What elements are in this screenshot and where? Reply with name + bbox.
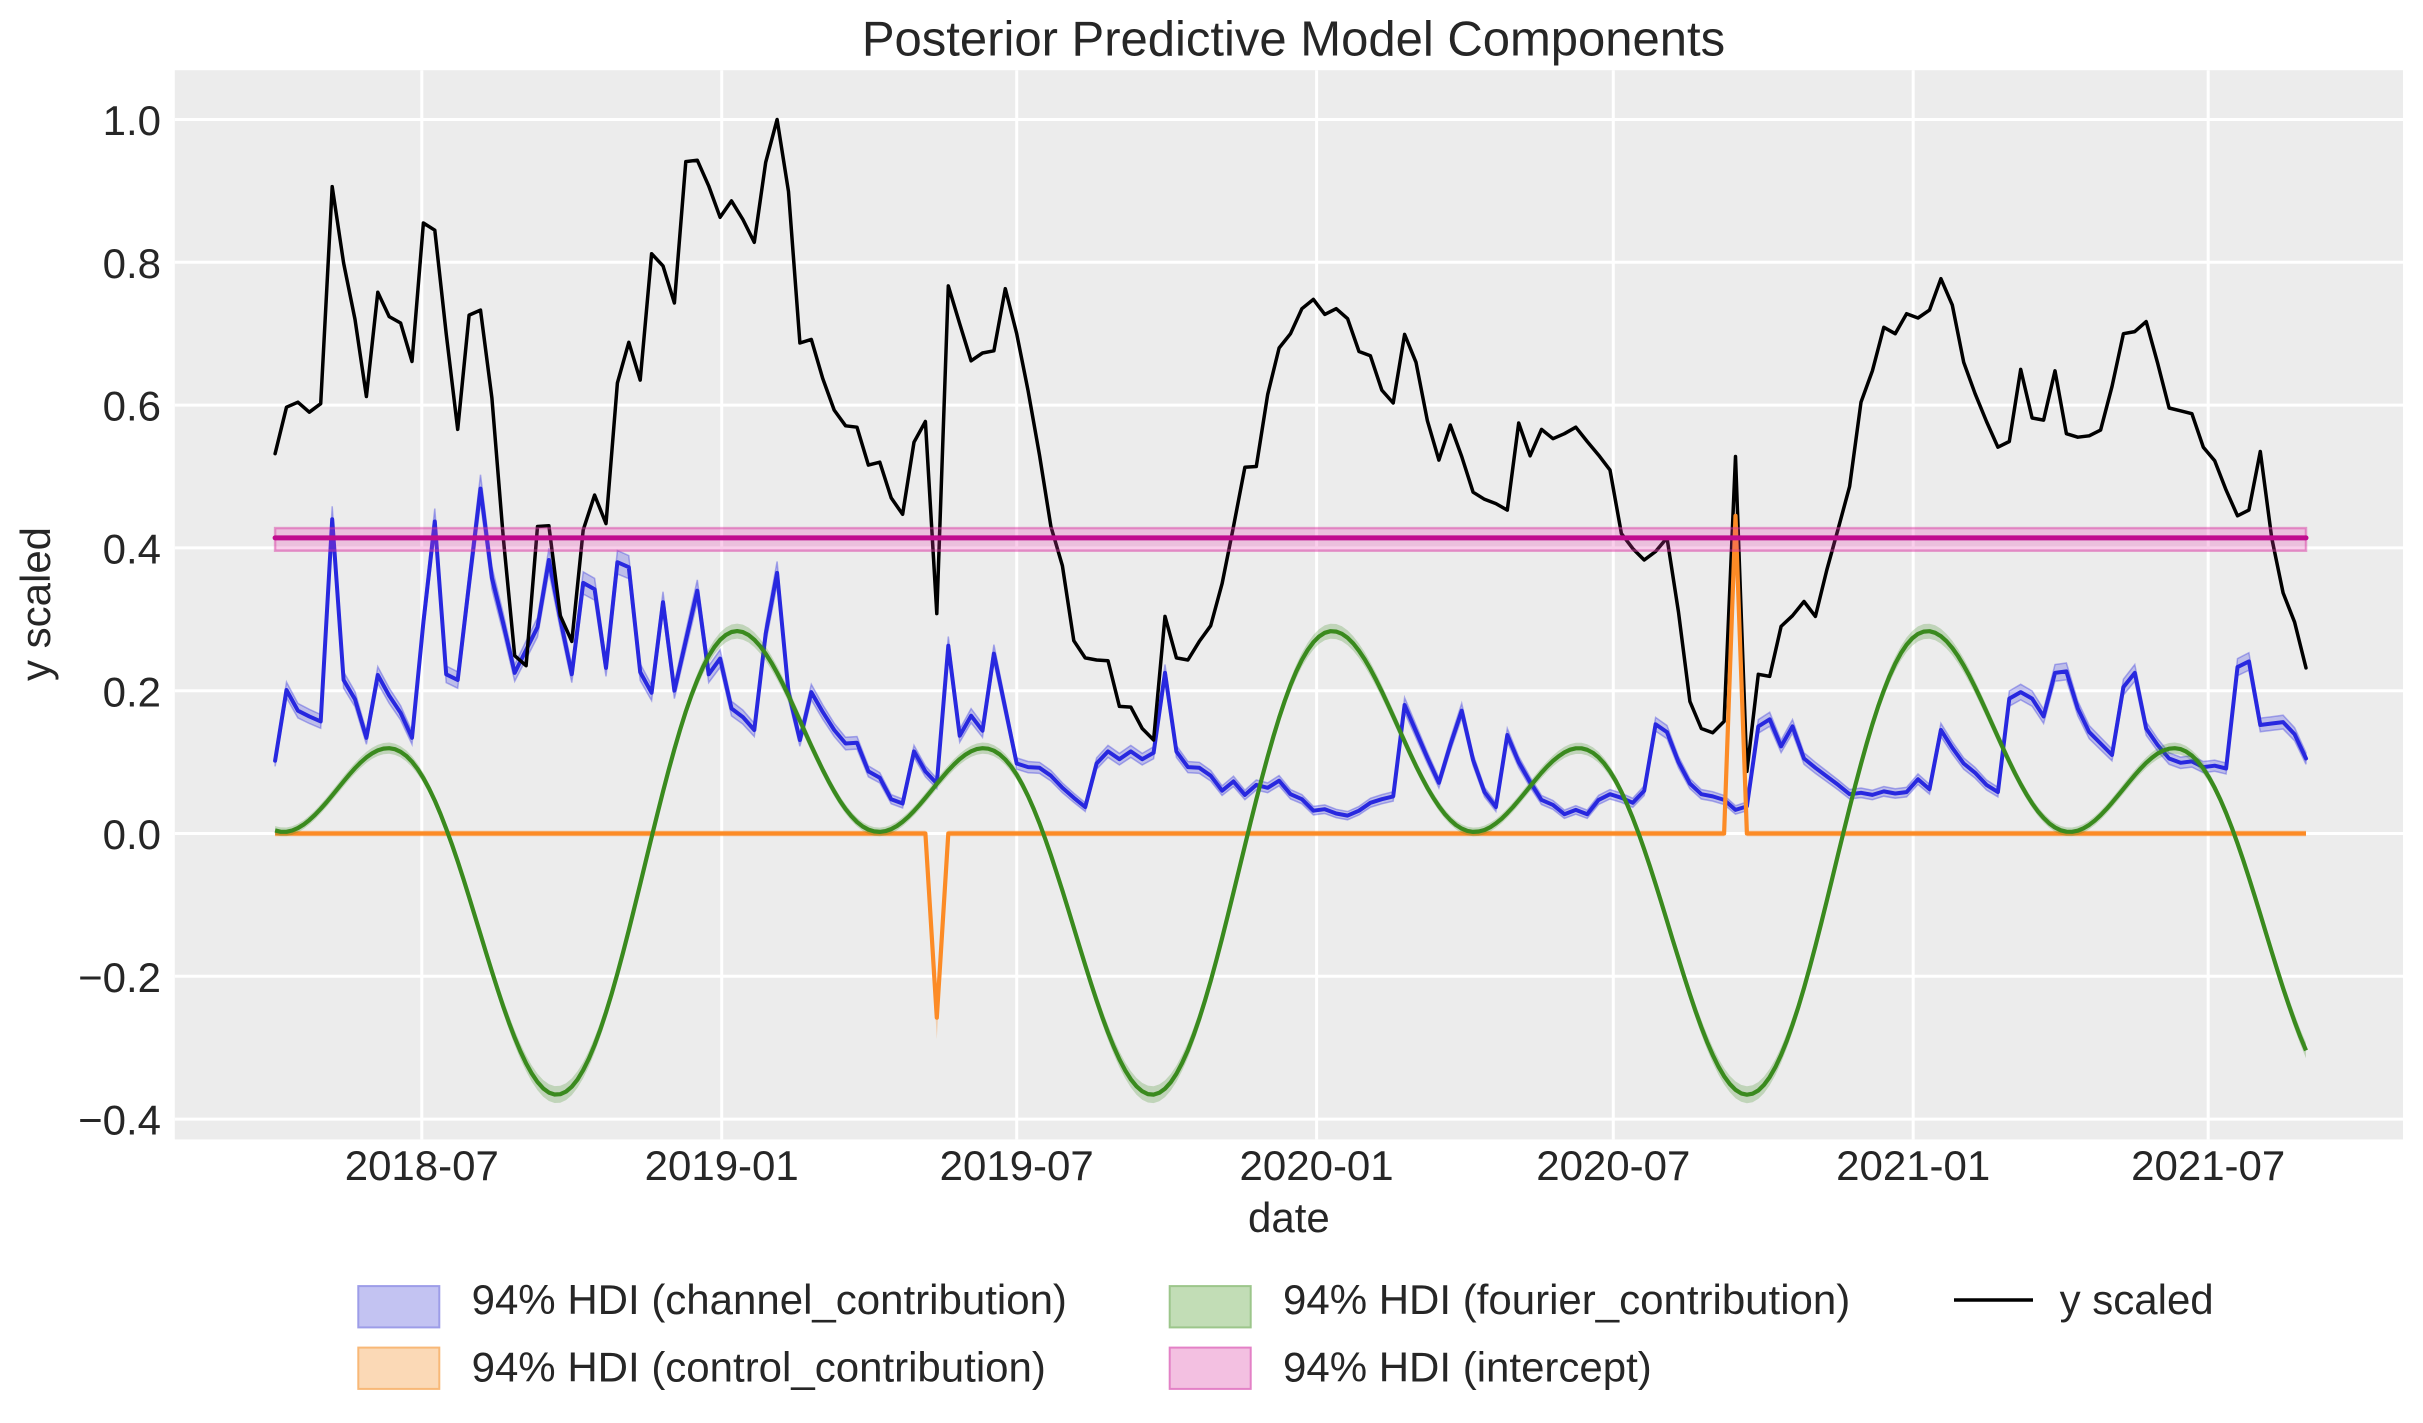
svg-text:0.0: 0.0 xyxy=(103,811,161,858)
svg-text:2020-01: 2020-01 xyxy=(1240,1142,1394,1189)
svg-text:−0.4: −0.4 xyxy=(78,1097,161,1144)
svg-text:94% HDI (channel_contribution): 94% HDI (channel_contribution) xyxy=(472,1276,1067,1323)
svg-text:0.4: 0.4 xyxy=(103,526,161,573)
svg-text:94% HDI (fourier_contribution): 94% HDI (fourier_contribution) xyxy=(1283,1276,1850,1323)
svg-text:2019-01: 2019-01 xyxy=(645,1142,799,1189)
svg-text:y scaled: y scaled xyxy=(2060,1276,2214,1323)
svg-text:2018-07: 2018-07 xyxy=(345,1142,499,1189)
svg-text:0.8: 0.8 xyxy=(103,240,161,287)
svg-text:2021-01: 2021-01 xyxy=(1836,1142,1990,1189)
svg-text:2021-07: 2021-07 xyxy=(2131,1142,2285,1189)
svg-text:0.6: 0.6 xyxy=(103,383,161,430)
svg-text:y scaled: y scaled xyxy=(12,527,59,681)
svg-text:−0.2: −0.2 xyxy=(78,954,161,1001)
svg-text:1.0: 1.0 xyxy=(103,97,161,144)
svg-text:94% HDI (control_contribution): 94% HDI (control_contribution) xyxy=(472,1344,1046,1391)
svg-text:Posterior Predictive Model Com: Posterior Predictive Model Components xyxy=(862,13,1725,67)
svg-text:2020-07: 2020-07 xyxy=(1536,1142,1690,1189)
svg-text:0.2: 0.2 xyxy=(103,668,161,715)
svg-text:date: date xyxy=(1248,1194,1330,1241)
svg-text:94% HDI (intercept): 94% HDI (intercept) xyxy=(1283,1344,1652,1391)
svg-text:2019-07: 2019-07 xyxy=(940,1142,1094,1189)
